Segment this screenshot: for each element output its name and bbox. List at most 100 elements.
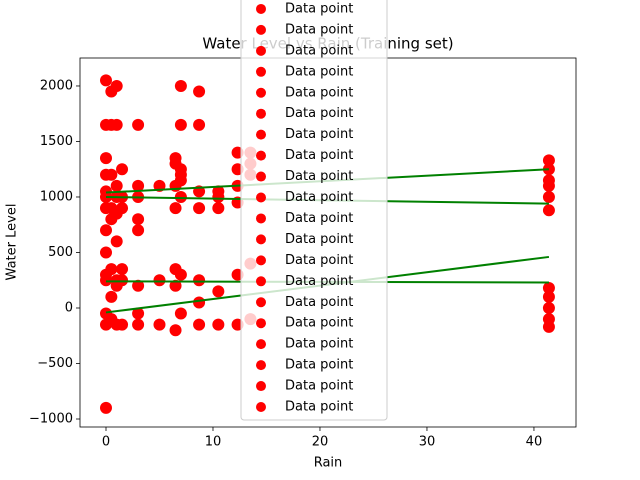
legend-label: Data point (285, 274, 353, 289)
y-axis-label: Water Level (5, 204, 20, 281)
legend-marker (256, 3, 266, 14)
legend-label: Data point (285, 22, 353, 37)
legend-marker (256, 234, 266, 245)
legend-label: Data point (285, 253, 353, 268)
legend-marker (256, 297, 266, 308)
data-point (169, 157, 182, 170)
data-point (542, 179, 555, 192)
data-point (132, 224, 145, 237)
data-point (174, 190, 187, 203)
data-point (110, 179, 123, 192)
data-point (132, 279, 145, 292)
data-point (212, 285, 225, 298)
legend-label: Data point (285, 316, 353, 331)
data-point (99, 168, 112, 181)
legend-marker (256, 66, 266, 77)
x-axis-label: Rain (314, 456, 343, 471)
y-tick-label: 0 (65, 300, 73, 315)
legend-marker (256, 150, 266, 161)
x-tick-label: 20 (312, 435, 329, 450)
legend-marker (256, 24, 266, 35)
data-point (110, 235, 123, 248)
legend-marker (256, 213, 266, 224)
legend-label: Data point (285, 148, 353, 163)
data-point (212, 202, 225, 215)
data-point (542, 320, 555, 333)
data-point (542, 282, 555, 295)
legend-marker (256, 339, 266, 350)
data-point (212, 318, 225, 331)
data-point (153, 318, 166, 331)
data-point (193, 318, 206, 331)
y-tick-label: −500 (37, 356, 73, 371)
data-point (99, 152, 112, 165)
legend-marker (256, 255, 266, 266)
data-point (132, 118, 145, 131)
legend-marker (256, 108, 266, 119)
data-point (116, 274, 129, 287)
legend-label: Data point (285, 295, 353, 310)
y-tick-label: 1000 (40, 189, 73, 204)
legend-label: Data point (285, 85, 353, 100)
data-point (193, 202, 206, 215)
data-point (174, 174, 187, 187)
data-point (174, 307, 187, 320)
data-point (174, 79, 187, 92)
data-point (110, 79, 123, 92)
y-tick-label: 2000 (40, 78, 73, 93)
data-point (116, 263, 129, 276)
legend-label: Data point (285, 43, 353, 58)
legend-marker (256, 192, 266, 203)
data-point (99, 74, 112, 87)
data-point (116, 202, 129, 215)
legend-label: Data point (285, 64, 353, 79)
data-point (99, 274, 112, 287)
data-point (193, 274, 206, 287)
legend-marker (256, 381, 266, 392)
data-point (116, 163, 129, 176)
data-point (105, 263, 118, 276)
legend-label: Data point (285, 358, 353, 373)
legend-label: Data point (285, 106, 353, 121)
data-point (169, 324, 182, 337)
data-point (110, 118, 123, 131)
data-point (99, 224, 112, 237)
x-tick-label: 10 (205, 435, 222, 450)
x-tick-label: 0 (102, 435, 110, 450)
legend-label: Data point (285, 211, 353, 226)
data-point (542, 154, 555, 167)
legend-label: Data point (285, 400, 353, 415)
legend-marker (256, 45, 266, 56)
legend-marker (256, 87, 266, 98)
y-tick-label: −1000 (29, 412, 73, 427)
legend-label: Data point (285, 190, 353, 205)
legend-marker (256, 318, 266, 329)
data-point (132, 307, 145, 320)
data-point (169, 202, 182, 215)
data-point (132, 179, 145, 192)
legend-marker (256, 276, 266, 287)
data-point (99, 202, 112, 215)
data-point (542, 204, 555, 217)
legend-label: Data point (285, 337, 353, 352)
x-tick-label: 40 (526, 435, 543, 450)
data-point (174, 268, 187, 281)
data-point (99, 401, 112, 414)
data-point (99, 185, 112, 198)
legend-marker (256, 360, 266, 371)
data-point (193, 118, 206, 131)
data-point (99, 307, 112, 320)
data-point (153, 274, 166, 287)
data-point (212, 185, 225, 198)
data-point (169, 279, 182, 292)
data-point (193, 296, 206, 309)
legend-label: Data point (285, 169, 353, 184)
data-point (193, 85, 206, 98)
data-point (132, 213, 145, 226)
y-tick-label: 500 (48, 245, 73, 260)
data-point (174, 118, 187, 131)
x-tick-label: 30 (419, 435, 436, 450)
data-point (542, 301, 555, 314)
y-tick-label: 1500 (40, 134, 73, 149)
legend-marker (256, 402, 266, 412)
